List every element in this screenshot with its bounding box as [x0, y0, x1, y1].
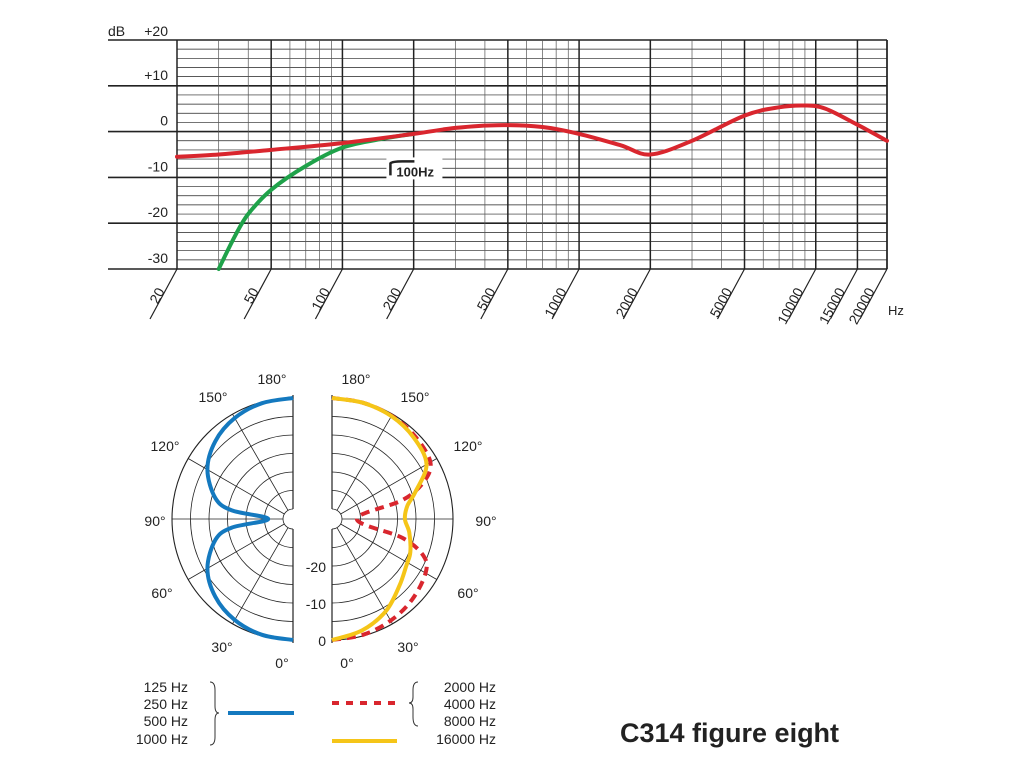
x-tick-label: 500: [473, 285, 498, 313]
polar-angle-label: 180°: [342, 371, 371, 387]
x-tick-label: 15000: [816, 285, 849, 327]
x-tick-line: [243, 268, 272, 320]
polar-r-label: -10: [306, 596, 326, 612]
highpass-icon: [389, 160, 415, 176]
x-tick-label: 10000: [774, 285, 807, 327]
legend-label: 4000 Hz: [444, 696, 496, 712]
polar-half-left: [171, 395, 294, 643]
polar-spoke: [336, 527, 393, 624]
polar-angle-label: 60°: [457, 585, 478, 601]
polar-spoke: [340, 458, 437, 515]
x-tick-line: [149, 268, 178, 320]
x-tick-line: [480, 268, 509, 320]
polar-angle-label: 90°: [144, 513, 165, 529]
polar-angle-label: 150°: [401, 389, 430, 405]
polar-r-label: 0: [318, 633, 326, 649]
x-tick-label: 20: [146, 285, 168, 306]
x-tick-line: [622, 268, 651, 320]
y-axis-label: dB: [108, 23, 125, 39]
polar-ring: [331, 508, 343, 530]
polar-angle-label: 30°: [397, 639, 418, 655]
annotation-label: 100Hz: [396, 164, 434, 179]
polar-series-2: [331, 396, 429, 642]
polar-angle-label: 150°: [199, 389, 228, 405]
legend-label: 250 Hz: [144, 696, 188, 712]
polar-pattern-chart: 0° 30° 60° 90° 120° 150° 180° 0° 30° 60° 90° 120° 15…: [144, 371, 496, 671]
y-tick-label: -30: [148, 250, 168, 266]
y-tick-label: +20: [144, 23, 168, 39]
x-tick-label: 2000: [612, 285, 641, 320]
polar-angle-label: 180°: [258, 371, 287, 387]
legend-brace: [209, 681, 220, 746]
polar-angle-label: 0°: [275, 655, 288, 671]
polar-angle-label: 90°: [475, 513, 496, 529]
polar-angle-label: 120°: [454, 438, 483, 454]
y-tick-label: 0: [160, 113, 168, 129]
polar-spoke: [232, 414, 289, 511]
polar-spoke: [188, 523, 285, 580]
polar-angle-label: 0°: [340, 655, 353, 671]
series-line-response: [175, 103, 889, 159]
polar-r-label: -20: [306, 559, 326, 575]
annotation-box: [386, 157, 443, 180]
polar-spoke: [340, 523, 437, 580]
polar-angle-label: 30°: [211, 639, 232, 655]
y-tick-label: +10: [144, 67, 168, 83]
x-tick-label: 100: [308, 285, 333, 313]
x-axis-label: Hz: [888, 303, 904, 318]
x-tick-line: [788, 268, 817, 320]
polar-angle-label: 60°: [151, 585, 172, 601]
x-tick-label: 5000: [706, 285, 735, 320]
polar-ring: [282, 508, 294, 530]
x-tick-label: 50: [240, 285, 262, 306]
legend-label: 500 Hz: [144, 713, 188, 729]
x-tick-line: [386, 268, 415, 320]
legend-brace: [408, 681, 419, 727]
legend-label: 1000 Hz: [136, 731, 188, 747]
chart-title: C314 figure eight: [620, 718, 840, 748]
polar-half-right: [331, 395, 454, 643]
polar-spoke: [336, 414, 393, 511]
legend-label: 16000 Hz: [436, 731, 496, 747]
x-tick-label: 1000: [541, 285, 570, 320]
polar-series-1: [331, 396, 433, 642]
x-tick-label: 200: [379, 285, 404, 313]
polar-spoke: [232, 527, 289, 624]
x-tick-line: [859, 268, 888, 320]
frequency-response-chart: dB +20 +10 0 -10 -20 -30 20 50 100 200 500 1000 2000 5…: [108, 23, 904, 327]
legend-label: 2000 Hz: [444, 679, 496, 695]
y-tick-label: -20: [148, 204, 168, 220]
legend-label: 8000 Hz: [444, 713, 496, 729]
x-tick-line: [829, 268, 858, 320]
polar-series-0: [205, 396, 294, 642]
x-tick-label: 20000: [845, 285, 878, 327]
x-tick-line: [314, 268, 343, 320]
y-tick-label: -10: [148, 158, 168, 174]
legend-label: 125 Hz: [144, 679, 188, 695]
x-tick-line: [716, 268, 746, 320]
polar-spoke: [188, 458, 285, 515]
x-tick-line: [551, 268, 580, 320]
polar-angle-label: 120°: [151, 438, 180, 454]
